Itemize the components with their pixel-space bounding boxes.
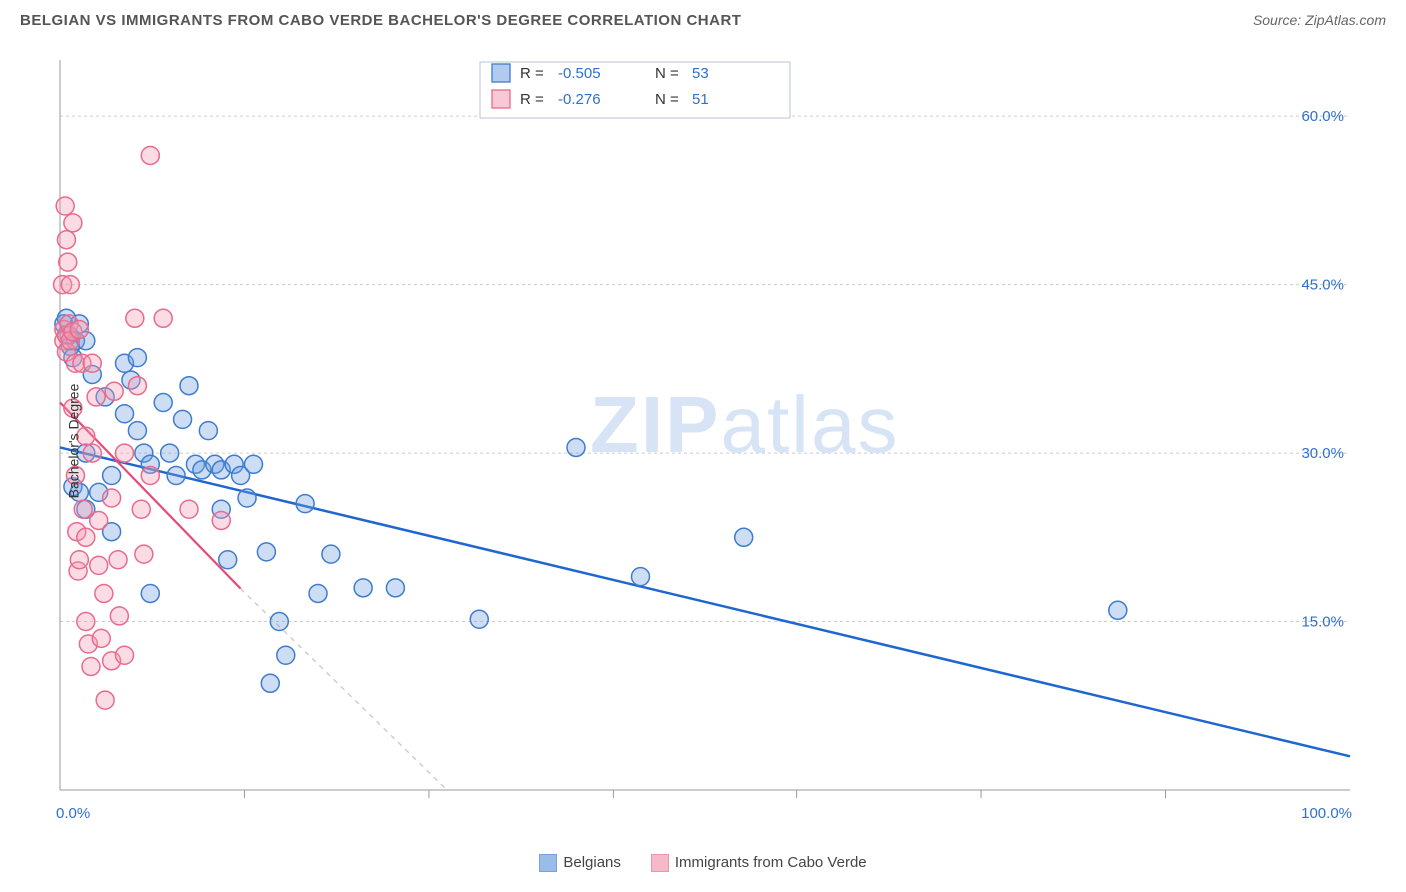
data-point (90, 511, 108, 529)
data-point (735, 528, 753, 546)
data-point (141, 146, 159, 164)
data-point (110, 607, 128, 625)
data-point (141, 467, 159, 485)
data-point (219, 551, 237, 569)
data-point (1109, 601, 1127, 619)
legend-swatch (539, 854, 557, 872)
legend-item: Belgians (539, 854, 621, 872)
data-point (199, 422, 217, 440)
data-point (154, 309, 172, 327)
data-point (632, 568, 650, 586)
data-point (103, 467, 121, 485)
data-point (180, 377, 198, 395)
data-point (141, 584, 159, 602)
y-axis-label: Bachelor's Degree (65, 384, 81, 499)
svg-text:30.0%: 30.0% (1301, 445, 1344, 462)
data-point (64, 214, 82, 232)
source-label: Source: ZipAtlas.com (1253, 12, 1386, 28)
data-point (354, 579, 372, 597)
svg-text:100.0%: 100.0% (1301, 805, 1352, 822)
scatter-chart: 15.0% 30.0% 45.0% 60.0% 0.0% 100.0% R = -0.505 N… (50, 50, 1386, 832)
data-point (270, 613, 288, 631)
svg-text:N =: N = (655, 91, 679, 108)
svg-text:R =: R = (520, 65, 544, 82)
data-point (83, 444, 101, 462)
data-point (82, 657, 100, 675)
data-point (261, 674, 279, 692)
data-point (277, 646, 295, 664)
data-point (116, 444, 134, 462)
data-point (567, 438, 585, 456)
data-point (70, 551, 88, 569)
data-point (92, 629, 110, 647)
svg-text:N =: N = (655, 65, 679, 82)
data-point (135, 545, 153, 563)
data-point (161, 444, 179, 462)
data-point (77, 613, 95, 631)
data-point (96, 691, 114, 709)
svg-text:51: 51 (692, 91, 709, 108)
svg-text:R =: R = (520, 91, 544, 108)
data-point (116, 405, 134, 423)
data-point (309, 584, 327, 602)
data-point (245, 455, 263, 473)
data-point (128, 377, 146, 395)
data-point (95, 584, 113, 602)
svg-text:-0.276: -0.276 (558, 91, 601, 108)
svg-text:0.0%: 0.0% (56, 805, 90, 822)
svg-text:45.0%: 45.0% (1301, 277, 1344, 294)
data-point (132, 500, 150, 518)
data-point (116, 646, 134, 664)
data-point (128, 422, 146, 440)
data-point (238, 489, 256, 507)
svg-text:60.0%: 60.0% (1301, 108, 1344, 125)
plot-area: Bachelor's Degree 15.0% 30.0% 45.0% 60.0% 0.… (50, 50, 1386, 832)
data-point (56, 197, 74, 215)
data-point (154, 394, 172, 412)
data-point (87, 388, 105, 406)
data-point (174, 410, 192, 428)
data-point (180, 500, 198, 518)
data-point (470, 610, 488, 628)
svg-text:53: 53 (692, 65, 709, 82)
data-point (90, 556, 108, 574)
svg-text:15.0%: 15.0% (1301, 614, 1344, 631)
legend-bottom: Belgians Immigrants from Cabo Verde (0, 854, 1406, 872)
data-point (83, 354, 101, 372)
data-point (296, 495, 314, 513)
data-point (105, 382, 123, 400)
data-point (386, 579, 404, 597)
data-point (257, 543, 275, 561)
data-point (126, 309, 144, 327)
chart-header: BELGIAN VS IMMIGRANTS FROM CABO VERDE BA… (0, 0, 1406, 33)
data-point (109, 551, 127, 569)
legend-label: Belgians (563, 854, 621, 871)
legend-swatch (651, 854, 669, 872)
data-point (128, 349, 146, 367)
data-point (74, 500, 92, 518)
data-point (77, 528, 95, 546)
legend-label: Immigrants from Cabo Verde (675, 854, 867, 871)
data-point (70, 321, 88, 339)
data-point (212, 511, 230, 529)
data-point (103, 489, 121, 507)
legend-item: Immigrants from Cabo Verde (651, 854, 867, 872)
svg-text:-0.505: -0.505 (558, 65, 601, 82)
data-point (61, 276, 79, 294)
data-point (59, 253, 77, 271)
data-point (322, 545, 340, 563)
chart-title: BELGIAN VS IMMIGRANTS FROM CABO VERDE BA… (20, 12, 741, 29)
data-point (167, 467, 185, 485)
data-point (57, 231, 75, 249)
